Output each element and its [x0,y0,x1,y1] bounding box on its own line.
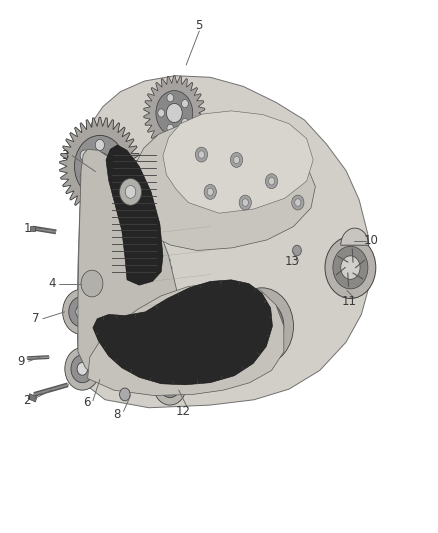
Circle shape [292,195,304,210]
Circle shape [293,245,301,256]
Circle shape [156,91,193,135]
Circle shape [120,179,141,205]
Text: 1: 1 [23,222,31,235]
Circle shape [81,270,103,297]
Circle shape [71,355,94,383]
Circle shape [233,156,240,164]
Text: 8: 8 [114,408,121,421]
Circle shape [153,365,187,405]
Circle shape [268,177,275,185]
Circle shape [167,124,173,132]
Circle shape [88,152,111,180]
Circle shape [333,246,368,289]
Circle shape [166,379,174,390]
Circle shape [110,150,120,161]
Circle shape [158,109,165,117]
Circle shape [80,172,89,182]
Circle shape [207,188,213,196]
Circle shape [167,94,173,102]
Polygon shape [78,149,186,394]
Circle shape [239,195,251,210]
Text: 13: 13 [285,255,300,268]
Circle shape [63,289,99,334]
Circle shape [230,288,293,365]
Circle shape [198,151,205,158]
Polygon shape [93,280,272,385]
Circle shape [341,256,360,279]
Circle shape [159,372,180,398]
Circle shape [252,314,272,338]
Polygon shape [134,122,315,251]
Text: 11: 11 [342,295,357,308]
Text: 5: 5 [196,19,203,32]
Circle shape [240,300,284,353]
Circle shape [110,172,120,182]
Circle shape [65,348,100,390]
Text: 2: 2 [23,394,31,407]
Circle shape [80,150,89,161]
Text: 10: 10 [364,235,379,247]
Circle shape [182,118,188,126]
Circle shape [295,199,301,206]
Circle shape [141,264,155,280]
Circle shape [325,237,376,298]
Text: 12: 12 [176,405,191,418]
Polygon shape [106,145,163,285]
Circle shape [95,182,104,193]
Circle shape [77,362,88,375]
Circle shape [182,100,188,108]
Text: 3: 3 [61,149,68,162]
Wedge shape [341,228,369,245]
Bar [28,394,37,402]
Circle shape [166,103,182,123]
Bar [30,226,35,231]
Circle shape [195,147,208,162]
Circle shape [74,135,125,197]
Polygon shape [163,111,313,213]
Polygon shape [144,76,205,150]
Polygon shape [77,76,370,408]
Circle shape [230,152,243,167]
Text: 4: 4 [48,277,56,290]
Circle shape [265,174,278,189]
Circle shape [69,297,93,327]
Text: 6: 6 [83,396,91,409]
Circle shape [125,185,136,198]
Text: 9: 9 [17,355,25,368]
Polygon shape [124,243,172,301]
Polygon shape [60,117,140,215]
Circle shape [242,199,248,206]
Circle shape [95,140,104,150]
Circle shape [76,305,86,318]
Text: 7: 7 [32,312,40,325]
Circle shape [134,254,162,289]
Circle shape [120,388,130,401]
Circle shape [204,184,216,199]
Polygon shape [88,282,284,395]
